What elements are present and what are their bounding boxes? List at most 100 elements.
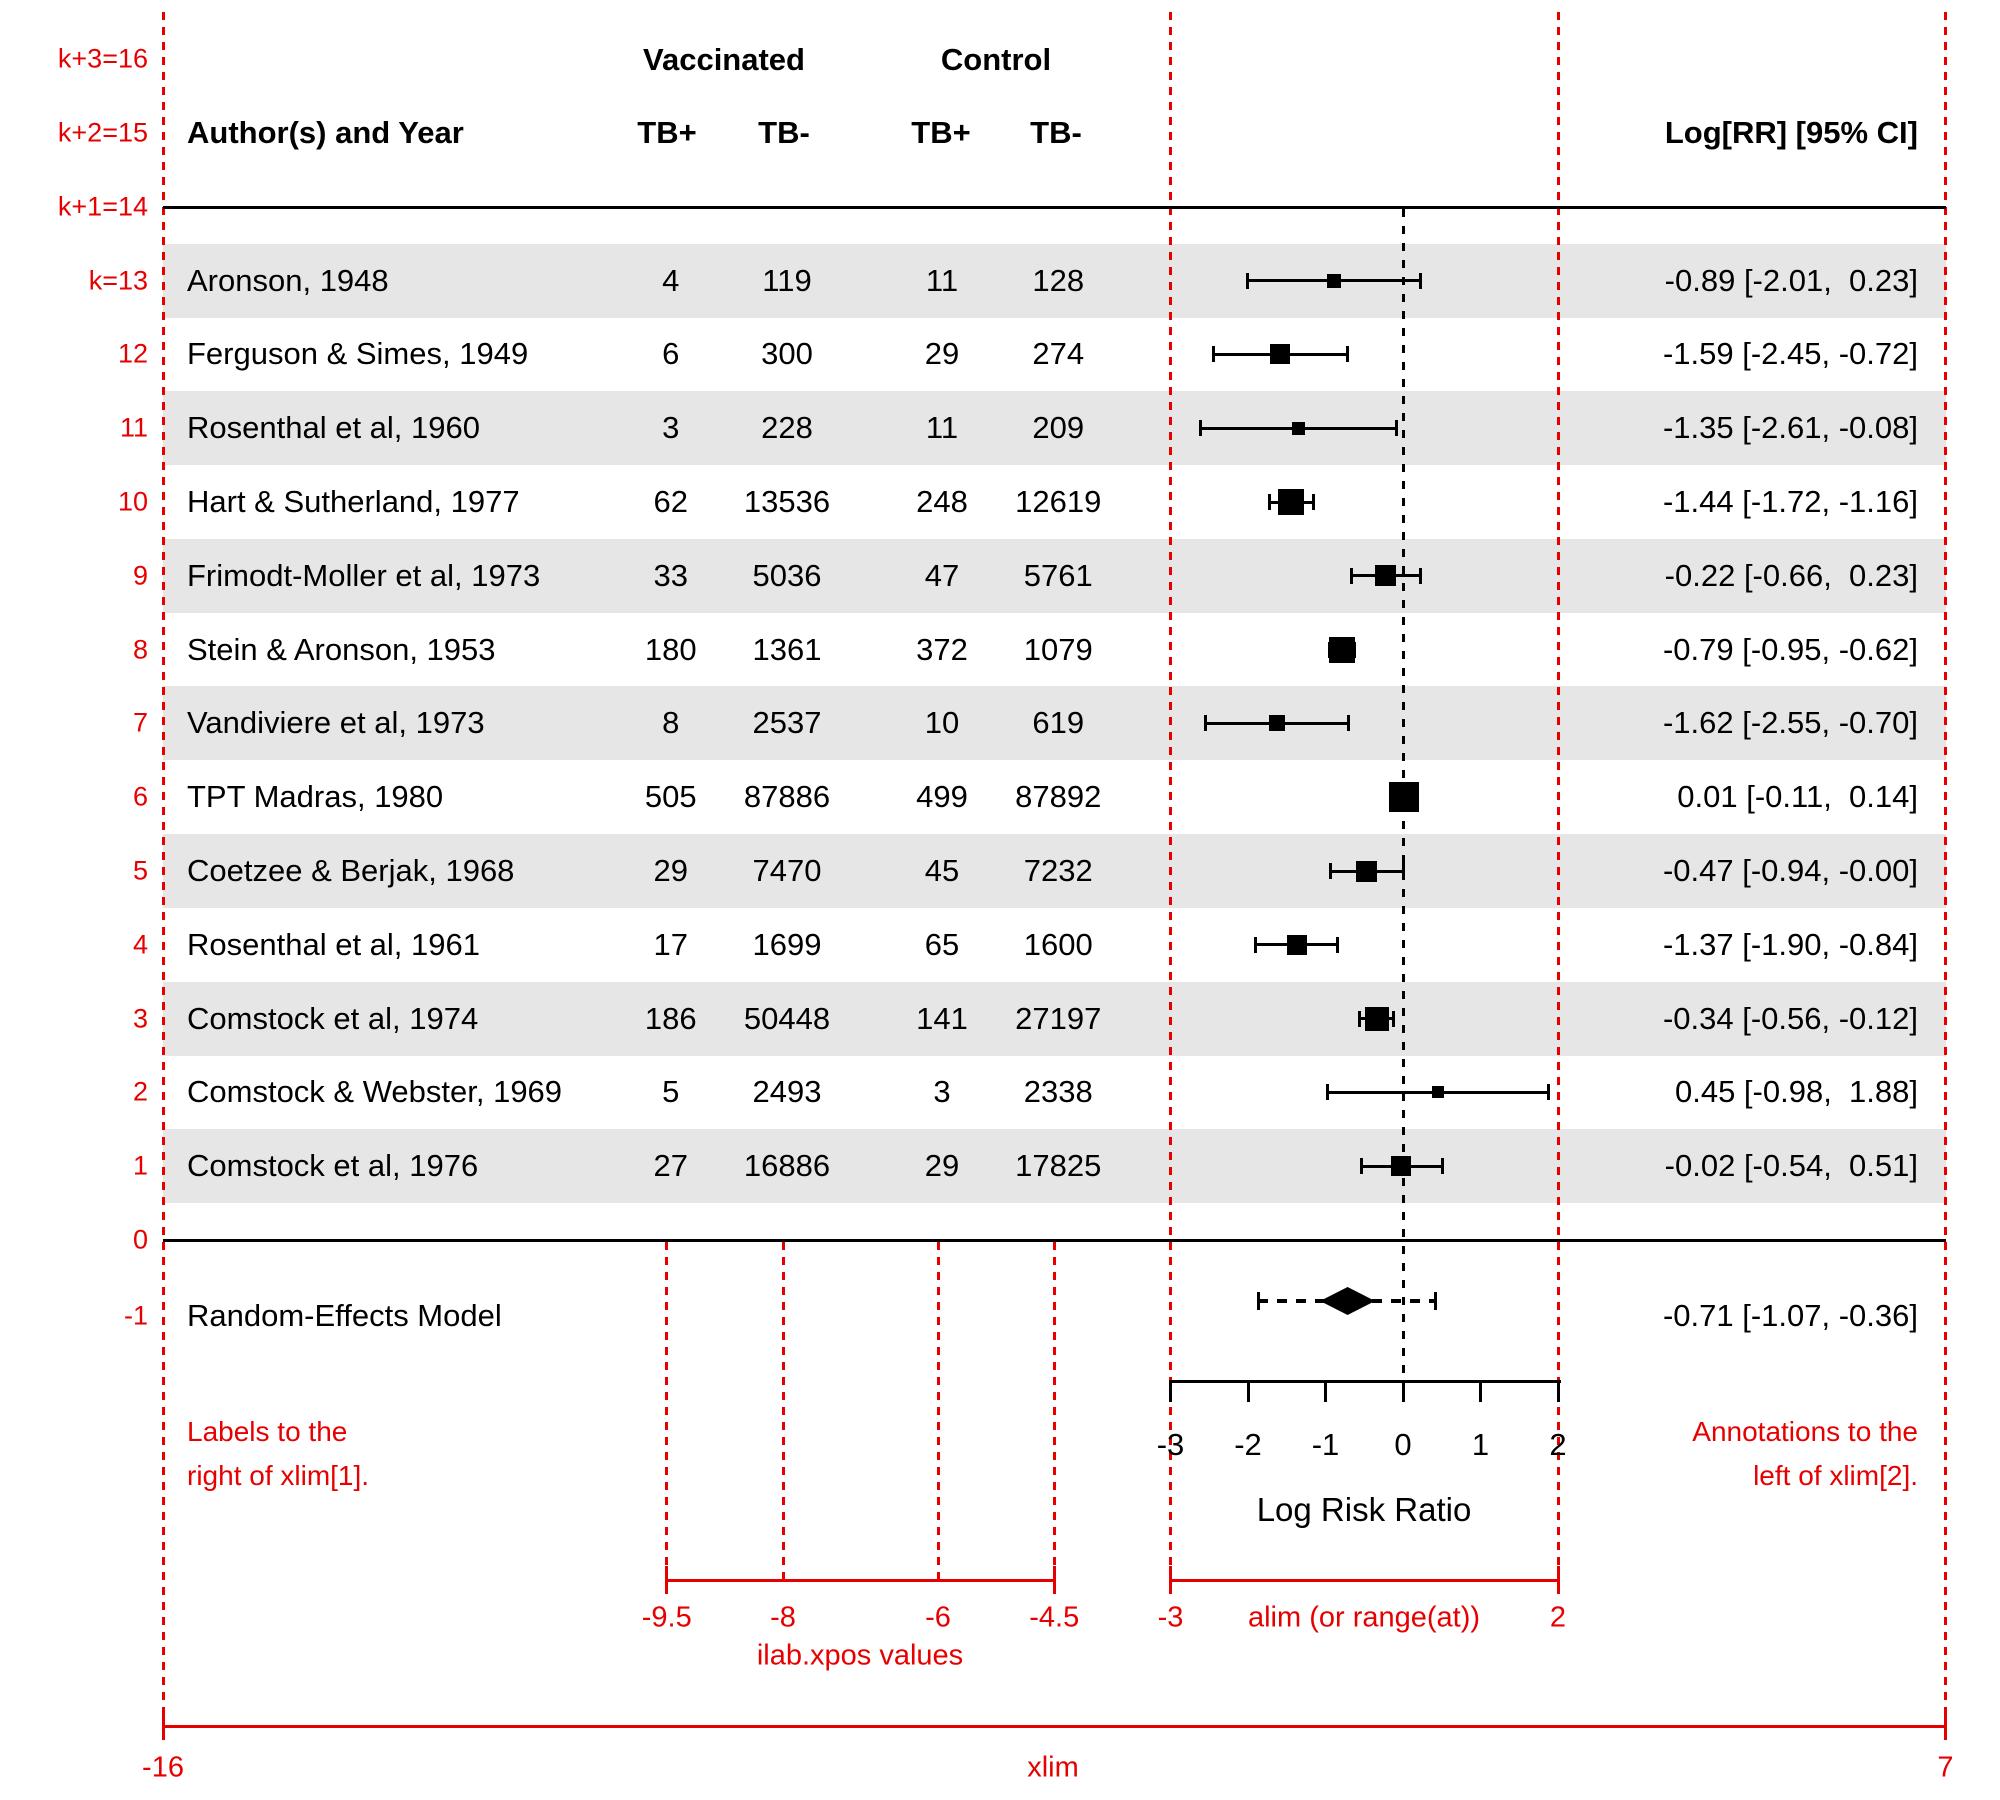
- ci-cap-right: [1395, 420, 1399, 437]
- author-label: Rosenthal et al, 1961: [187, 926, 480, 962]
- ci-cap-right: [1441, 1158, 1445, 1175]
- count-cell: 47: [924, 557, 960, 593]
- count-cell: 87892: [1015, 779, 1102, 815]
- k-label: 4: [132, 929, 148, 960]
- prediction-interval-cap-left: [1256, 1292, 1260, 1310]
- count-cell: 62: [653, 484, 688, 519]
- estimate-square: [1286, 934, 1307, 955]
- xlim-measure-line: [163, 1724, 1946, 1728]
- ilab-tick-label: -6: [925, 1601, 951, 1634]
- alim-tick-label: 2: [1549, 1601, 1567, 1634]
- author-label: Vandiviere et al, 1973: [187, 705, 485, 741]
- ci-cap-left: [1350, 567, 1354, 584]
- ci-annotation: -1.44 [-1.72, -1.16]: [1662, 484, 1918, 519]
- xlim-tick-label: 7: [1937, 1751, 1954, 1784]
- count-cell: 27: [653, 1148, 688, 1184]
- row-stripe: [163, 538, 1946, 613]
- author-label: Ferguson & Simes, 1949: [187, 336, 529, 372]
- count-cell: 5036: [752, 557, 822, 593]
- ilab-measure-tick: [1052, 1566, 1056, 1594]
- author-label: Comstock et al, 1976: [187, 1148, 479, 1184]
- prediction-interval-cap-right: [1434, 1292, 1438, 1310]
- ci-cap-left: [1268, 494, 1272, 510]
- ci-annotation: -1.59 [-2.45, -0.72]: [1662, 336, 1918, 372]
- count-cell: 180: [644, 631, 697, 667]
- count-cell: 29: [653, 853, 688, 888]
- count-cell: 119: [762, 262, 812, 298]
- right-note-line2: left of xlim[2].: [1753, 1460, 1918, 1491]
- count-cell: 6: [662, 336, 680, 372]
- k-label: 1: [132, 1150, 148, 1181]
- count-cell: 12619: [1015, 484, 1102, 519]
- ci-annotation: -1.62 [-2.55, -0.70]: [1662, 705, 1918, 741]
- count-cell: 3: [662, 410, 680, 446]
- column-header-vacc-tbneg: TB-: [758, 115, 810, 150]
- alim-guide-line: [1556, 12, 1560, 1580]
- ilab-guide-line: [781, 1242, 785, 1580]
- alim-caption: alim (or range(at)): [1247, 1601, 1481, 1634]
- author-label: Comstock et al, 1974: [187, 1000, 479, 1036]
- xlim-measure-tick: [161, 1712, 165, 1740]
- estimate-square: [1327, 273, 1342, 288]
- row-stripe: [163, 391, 1946, 466]
- k-label: 11: [119, 412, 148, 443]
- author-label: TPT Madras, 1980: [187, 779, 444, 815]
- ilab-caption: ilab.xpos values: [756, 1639, 964, 1672]
- row-stripe: [163, 243, 1946, 318]
- axis-tick-label: -2: [1234, 1427, 1262, 1462]
- k-label: 3: [132, 1003, 148, 1034]
- ci-cap-right: [1547, 1084, 1551, 1101]
- summary-diamond: [1320, 1287, 1376, 1315]
- count-cell: 5: [662, 1074, 680, 1110]
- xlim-guide-line: [1944, 12, 1947, 1726]
- count-cell: 1079: [1023, 631, 1093, 667]
- row-stripe: [163, 1129, 1946, 1204]
- count-cell: 7470: [752, 853, 822, 888]
- k-label: 8: [132, 634, 148, 665]
- xlim-caption: xlim: [1027, 1751, 1079, 1784]
- ci-annotation: -0.79 [-0.95, -0.62]: [1662, 631, 1918, 667]
- alim-tick-label: -3: [1157, 1601, 1184, 1634]
- estimate-square: [1269, 715, 1286, 732]
- ci-cap-right: [1336, 936, 1340, 953]
- axis-tick: [1556, 1380, 1560, 1402]
- count-cell: 7232: [1023, 853, 1093, 888]
- count-cell: 1699: [752, 926, 822, 962]
- ci-annotation: 0.01 [-0.11, 0.14]: [1677, 779, 1918, 815]
- ci-cap-left: [1358, 1010, 1362, 1027]
- count-cell: 2537: [752, 705, 822, 741]
- alim-measure-tick: [1169, 1566, 1172, 1594]
- count-cell: 87886: [743, 779, 831, 815]
- axis-tick: [1246, 1380, 1250, 1402]
- count-cell: 45: [924, 853, 960, 888]
- axis-tick-label: 1: [1471, 1427, 1490, 1462]
- count-cell: 8: [662, 705, 680, 741]
- ci-annotation: -0.02 [-0.54, 0.51]: [1664, 1148, 1918, 1184]
- x-axis-title: Log Risk Ratio: [1256, 1491, 1472, 1528]
- count-cell: 1361: [752, 631, 822, 667]
- k-label: 5: [132, 855, 148, 886]
- column-header-ctrl-tbneg: TB-: [1030, 115, 1082, 150]
- ilab-measure-tick: [665, 1566, 669, 1594]
- k-label: 0: [132, 1224, 148, 1255]
- count-cell: 50448: [743, 1000, 831, 1036]
- axis-tick-label: -1: [1311, 1427, 1340, 1462]
- k-label: 9: [132, 560, 148, 591]
- group-header-control: Control: [940, 42, 1052, 77]
- count-cell: 209: [1032, 410, 1085, 446]
- right-note-line1: Annotations to the: [1692, 1416, 1918, 1447]
- ci-annotation: -1.37 [-1.90, -0.84]: [1662, 926, 1918, 962]
- k-label: k=13: [88, 265, 148, 296]
- count-cell: 505: [644, 779, 697, 815]
- row-stripe: [163, 686, 1946, 761]
- count-cell: 274: [1032, 336, 1085, 372]
- k-label: k+3=16: [57, 43, 148, 74]
- estimate-square: [1388, 782, 1419, 813]
- estimate-square: [1278, 489, 1305, 515]
- estimate-square: [1269, 344, 1290, 365]
- count-cell: 248: [916, 484, 968, 519]
- estimate-square: [1328, 636, 1355, 663]
- ilab-tick-label: -4.5: [1029, 1601, 1080, 1634]
- ilab-guide-line: [665, 1242, 669, 1580]
- count-cell: 372: [916, 631, 968, 667]
